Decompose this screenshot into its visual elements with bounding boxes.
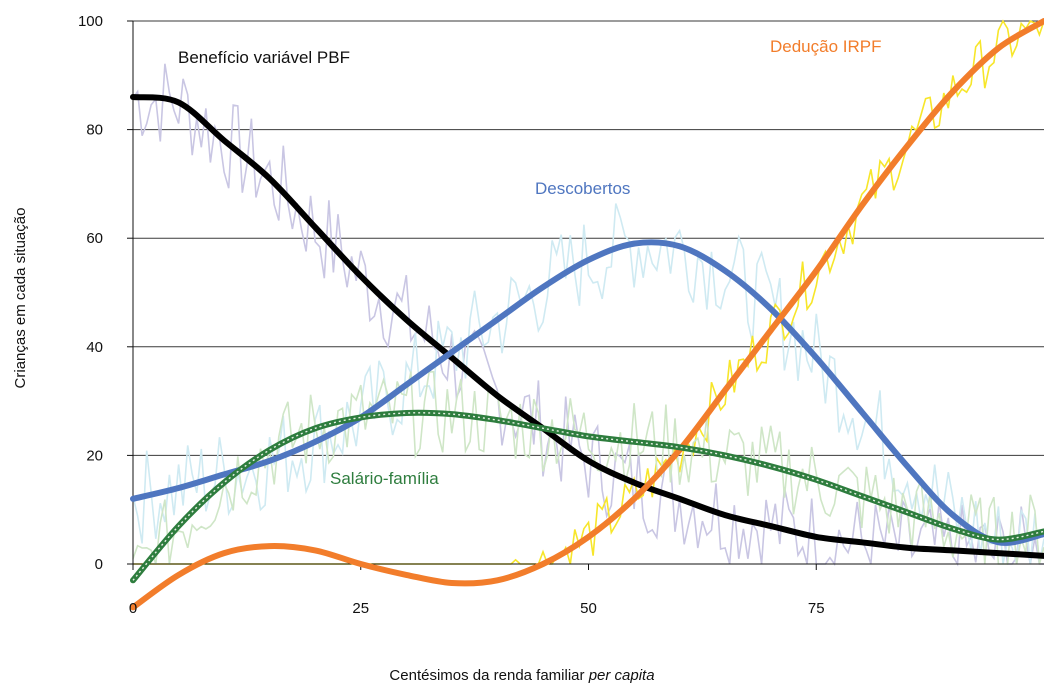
series-line-1 [130,239,1044,546]
raw-line-3 [132,370,1044,565]
tick-labels: 0 20 40 60 80 100 0 25 50 75 [78,13,825,617]
y-axis-title: Crianças em cada situação [12,208,29,389]
series-lines [130,18,1044,611]
series-line-3-texture [132,412,1044,581]
y-tick-label-100: 100 [78,13,103,30]
series-label-descobertos: Descobertos [535,179,630,198]
x-tick-label-50: 50 [580,600,597,617]
x-axis-title-main: Centésimos da renda familiar [389,667,584,684]
y-tick-label-0: 0 [95,556,103,573]
series-label-beneficio: Benefício variável PBF [178,48,350,67]
axes [127,20,1044,570]
y-tick-label-40: 40 [86,339,103,356]
x-tick-label-75: 75 [808,600,825,617]
series-line-0 [130,94,1044,559]
x-axis-title-italic: per capita [588,667,655,684]
x-tick-label-0: 0 [129,600,137,617]
raw-data-lines [132,19,1044,567]
grid [133,20,1044,456]
series-label-deducao: Dedução IRPF [770,37,882,56]
x-tick-label-25: 25 [352,600,369,617]
x-axis-title: Centésimos da renda familiar per capita [389,667,654,684]
raw-line-0 [132,63,1044,567]
series-label-salario: Salário-família [330,469,439,488]
series-line-2 [130,18,1044,611]
y-tick-label-80: 80 [86,122,103,139]
y-tick-label-60: 60 [86,230,103,247]
y-tick-label-20: 20 [86,447,103,464]
